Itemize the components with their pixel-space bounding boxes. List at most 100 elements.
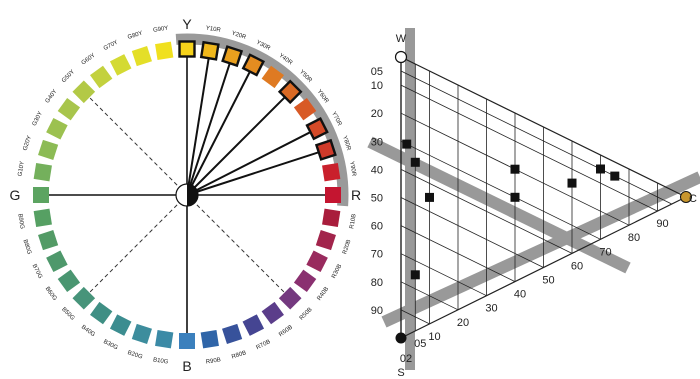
hue-label: G70Y [103, 40, 119, 52]
nuance-marker [596, 164, 605, 174]
hue-label: R80B [231, 350, 247, 360]
hue-label: R30B [331, 264, 343, 280]
hue-swatch [57, 269, 81, 292]
dashed-axis-line [89, 194, 188, 293]
chromaticness-tick-label: 70 [599, 246, 611, 258]
hue-swatch [131, 46, 152, 67]
blackness-tick-label: 20 [371, 108, 383, 120]
hue-label: Y20R [231, 31, 248, 42]
vertex-label-w: W [396, 33, 407, 45]
nuance-marker [425, 192, 434, 202]
chromaticness-tick-label: 05 [414, 338, 426, 350]
blackness-tick-label: 50 [371, 193, 383, 205]
hue-label: G40Y [45, 89, 59, 105]
hue-swatch [261, 301, 284, 325]
hue-label: R10B [349, 214, 357, 230]
hue-swatch [38, 139, 59, 160]
tri-ticks: 0510203040506070809002051020304050607080… [371, 66, 669, 365]
hue-swatch [322, 163, 341, 182]
highlight-arc [175, 33, 349, 207]
hue-label: Y10R [205, 26, 221, 34]
hue-label: G30Y [32, 111, 44, 127]
hue-swatch [322, 208, 341, 227]
hue-swatch [179, 333, 195, 349]
hue-spoke [186, 63, 231, 196]
chromaticness-tick-label: 60 [571, 260, 583, 272]
dashed-axis-line [89, 97, 188, 196]
hue-spoke [186, 71, 251, 196]
blackness-tick-label: 90 [371, 305, 383, 317]
grid-line [400, 281, 459, 311]
blackness-tick-label: 10 [371, 80, 383, 92]
nuance-marker [610, 171, 620, 181]
nuance-marker [410, 270, 420, 280]
hue-label: B20G [127, 350, 144, 361]
hue-swatch [199, 40, 220, 61]
axis-label-bottom: B [182, 358, 191, 374]
hue-swatch [72, 286, 96, 310]
hue-label: G90Y [153, 26, 169, 34]
hue-label: B60G [44, 286, 58, 302]
hue-label: B70G [31, 263, 43, 280]
hue-swatch [306, 250, 328, 273]
vertex-black [395, 332, 407, 344]
hue-label: G60Y [81, 53, 97, 67]
hue-label: B10G [153, 357, 169, 365]
hue-label: Y90R [348, 161, 356, 177]
hue-label: R90B [206, 357, 222, 365]
blackness-tick-label: 30 [371, 136, 383, 148]
hue-spoke [186, 58, 210, 196]
axis-label-left: G [10, 187, 21, 203]
hue-swatch [314, 138, 337, 161]
hue-swatch [72, 80, 96, 104]
hue-swatches [33, 40, 341, 349]
hue-swatch [241, 53, 266, 77]
hue-label: B90G [16, 213, 24, 229]
grid-line [400, 70, 672, 205]
vertex-label-c: C [689, 193, 697, 205]
vertex-chromatic [680, 191, 692, 203]
hue-spoke [186, 151, 319, 196]
hue-swatch [315, 230, 336, 251]
hue-swatch [38, 230, 59, 251]
hue-label: R50B [299, 307, 314, 322]
hue-label: R70B [256, 339, 272, 351]
hue-spoke [186, 96, 286, 196]
hue-swatch [46, 117, 68, 140]
ncs-colour-circle: Y10RY20RY30RY40RY50RY60RY70RY80RY90RR10B… [10, 16, 362, 374]
hue-swatch [261, 65, 284, 89]
nuance-marker [410, 157, 420, 167]
grid-line [400, 56, 687, 198]
hue-swatch [57, 98, 81, 121]
nuance-marker [567, 178, 577, 188]
hue-swatch [278, 286, 302, 310]
vertex-white [394, 50, 408, 64]
hue-label: G50Y [61, 69, 76, 84]
hue-label: R20B [342, 239, 352, 255]
tri-vertices [394, 50, 692, 344]
hue-label: Y80R [341, 135, 352, 152]
blackness-tick-label: 05 [371, 66, 383, 78]
hue-swatch [109, 54, 132, 76]
chromaticness-tick-label: 20 [457, 317, 469, 329]
grid-line [400, 197, 544, 268]
center-half-black [187, 184, 198, 206]
grid-line [400, 225, 516, 282]
hue-swatch [242, 314, 265, 336]
hue-label: B40G [80, 324, 96, 338]
chromaticness-tick-label: 10 [428, 331, 440, 343]
dashed-axis-line [186, 194, 285, 293]
grid-line [400, 309, 430, 325]
hue-swatch [221, 45, 244, 68]
vertex-label-s: S [397, 367, 404, 379]
hue-label: R40B [317, 286, 331, 302]
hue-label: B30G [102, 339, 119, 351]
tri-grid [400, 56, 687, 339]
chromaticness-tick-label: 40 [514, 289, 526, 301]
hue-swatch [293, 269, 317, 292]
hue-swatch [200, 330, 219, 349]
nuance-marker [510, 192, 520, 202]
hue-spoke [186, 131, 311, 196]
blackness-tick-label: 60 [371, 221, 383, 233]
